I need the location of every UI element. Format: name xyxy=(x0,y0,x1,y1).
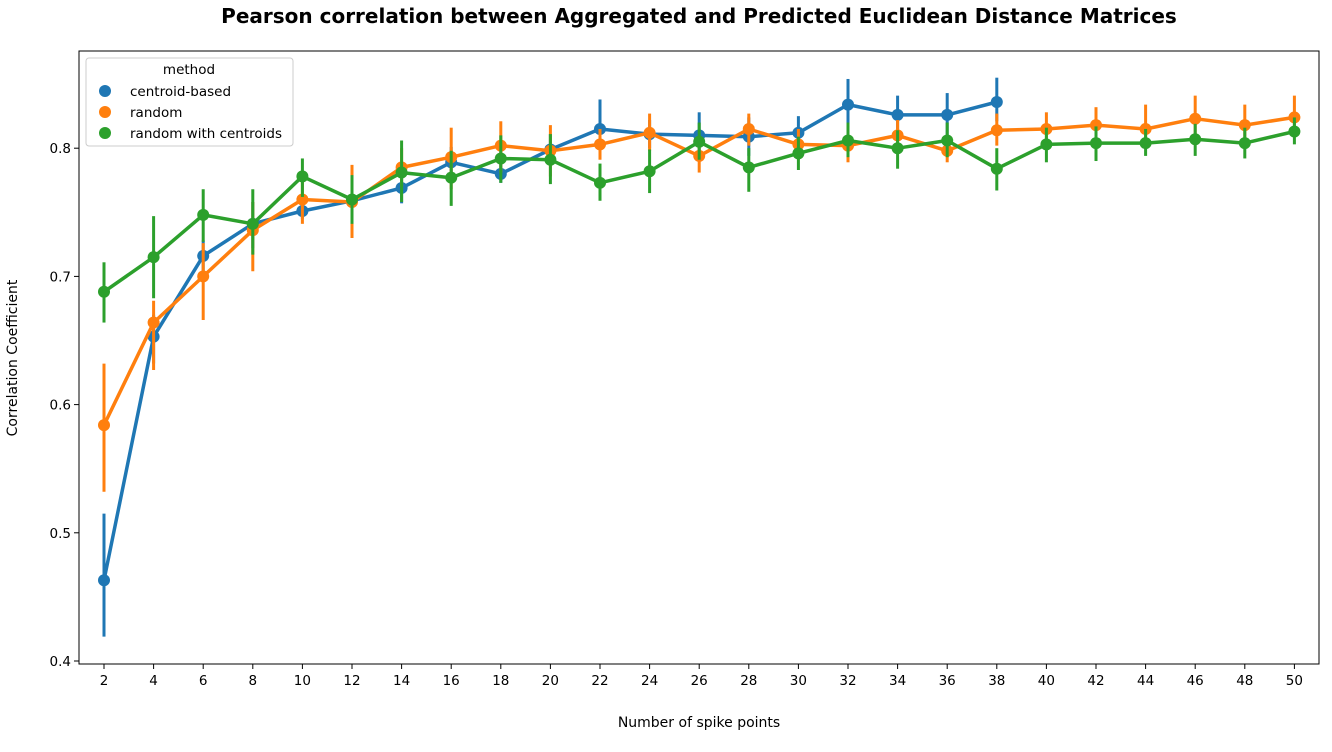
data-point xyxy=(296,193,309,206)
x-tick-label: 28 xyxy=(740,673,757,689)
x-axis: 2 4 6 8 10 12 14 16 18 20 22 24 26 28 30 32 34 36 38 40 42 44… xyxy=(100,664,1303,689)
y-axis-label: Correlation Coefficient xyxy=(5,279,21,436)
data-point xyxy=(147,316,160,329)
data-point xyxy=(891,108,904,121)
x-tick-label: 24 xyxy=(641,673,658,689)
legend: method centroid-based random random with c… xyxy=(85,57,294,147)
x-tick-label: 14 xyxy=(393,673,410,689)
x-tick-label: 48 xyxy=(1236,673,1253,689)
data-point xyxy=(742,161,755,174)
data-point xyxy=(941,134,954,147)
x-tick-label: 16 xyxy=(443,673,460,689)
data-point xyxy=(941,108,954,121)
data-point xyxy=(594,176,606,189)
chart-title: Pearson correlation between Aggregated a… xyxy=(221,4,1177,28)
x-tick-label: 4 xyxy=(149,673,158,689)
data-point xyxy=(1238,119,1251,132)
x-tick-label: 8 xyxy=(249,673,258,689)
legend-marker xyxy=(99,127,111,139)
data-point xyxy=(842,134,854,147)
x-tick-label: 42 xyxy=(1087,673,1104,689)
x-tick-label: 40 xyxy=(1038,673,1055,689)
x-tick-label: 44 xyxy=(1137,673,1154,689)
data-point xyxy=(990,96,1003,109)
x-tick-label: 34 xyxy=(889,673,906,689)
data-point xyxy=(594,138,606,151)
data-point xyxy=(197,270,210,283)
x-tick-label: 2 xyxy=(100,673,109,689)
data-point xyxy=(842,98,854,111)
data-point xyxy=(98,574,110,587)
x-tick-label: 50 xyxy=(1286,673,1303,689)
data-point xyxy=(544,153,557,166)
data-point xyxy=(1040,138,1053,151)
data-point xyxy=(990,162,1003,175)
data-point xyxy=(891,142,904,155)
x-tick-label: 22 xyxy=(591,673,608,689)
x-tick-label: 6 xyxy=(199,673,208,689)
y-tick-label: 0.8 xyxy=(50,141,71,157)
data-point xyxy=(1288,125,1301,138)
data-point xyxy=(643,126,656,139)
data-point xyxy=(1090,137,1102,150)
data-point xyxy=(1189,112,1202,125)
x-axis-label: Number of spike points xyxy=(618,715,780,731)
data-point xyxy=(643,165,656,178)
x-tick-label: 32 xyxy=(839,673,856,689)
data-point xyxy=(1090,119,1102,132)
x-tick-label: 12 xyxy=(343,673,360,689)
data-point xyxy=(395,166,408,179)
legend-marker xyxy=(99,106,111,118)
data-point xyxy=(792,147,805,160)
legend-marker xyxy=(99,85,111,97)
data-point xyxy=(197,208,210,221)
data-point xyxy=(346,193,358,206)
x-tick-label: 10 xyxy=(294,673,311,689)
legend-label: random xyxy=(130,105,182,121)
y-tick-label: 0.5 xyxy=(50,526,71,542)
legend-box xyxy=(85,57,294,147)
y-tick-label: 0.7 xyxy=(50,269,71,285)
data-point xyxy=(693,135,706,148)
x-tick-label: 18 xyxy=(492,673,509,689)
y-tick-label: 0.4 xyxy=(50,654,71,670)
legend-title: method xyxy=(163,62,215,78)
data-point xyxy=(1139,137,1152,150)
legend-label: random with centroids xyxy=(130,126,282,142)
series-random-with-centroids xyxy=(98,117,1301,323)
data-point xyxy=(742,122,755,135)
data-point xyxy=(1189,133,1202,146)
x-tick-label: 38 xyxy=(988,673,1005,689)
x-tick-label: 36 xyxy=(939,673,956,689)
x-tick-label: 30 xyxy=(790,673,807,689)
data-point xyxy=(246,217,259,230)
y-axis: 0.4 0.5 0.6 0.7 0.8 xyxy=(50,141,79,670)
x-tick-label: 26 xyxy=(691,673,708,689)
data-point xyxy=(445,171,458,184)
data-point xyxy=(98,285,110,298)
plot-marks xyxy=(98,77,1301,637)
data-point xyxy=(494,152,507,165)
data-point xyxy=(296,170,309,183)
data-point xyxy=(990,124,1003,137)
y-tick-label: 0.6 xyxy=(50,398,71,414)
data-point xyxy=(98,419,110,432)
data-point xyxy=(1238,137,1251,150)
x-tick-label: 46 xyxy=(1187,673,1204,689)
x-tick-label: 20 xyxy=(542,673,559,689)
data-point xyxy=(147,251,160,264)
legend-items: centroid-based random random with centroid… xyxy=(99,84,282,142)
legend-label: centroid-based xyxy=(130,84,231,100)
